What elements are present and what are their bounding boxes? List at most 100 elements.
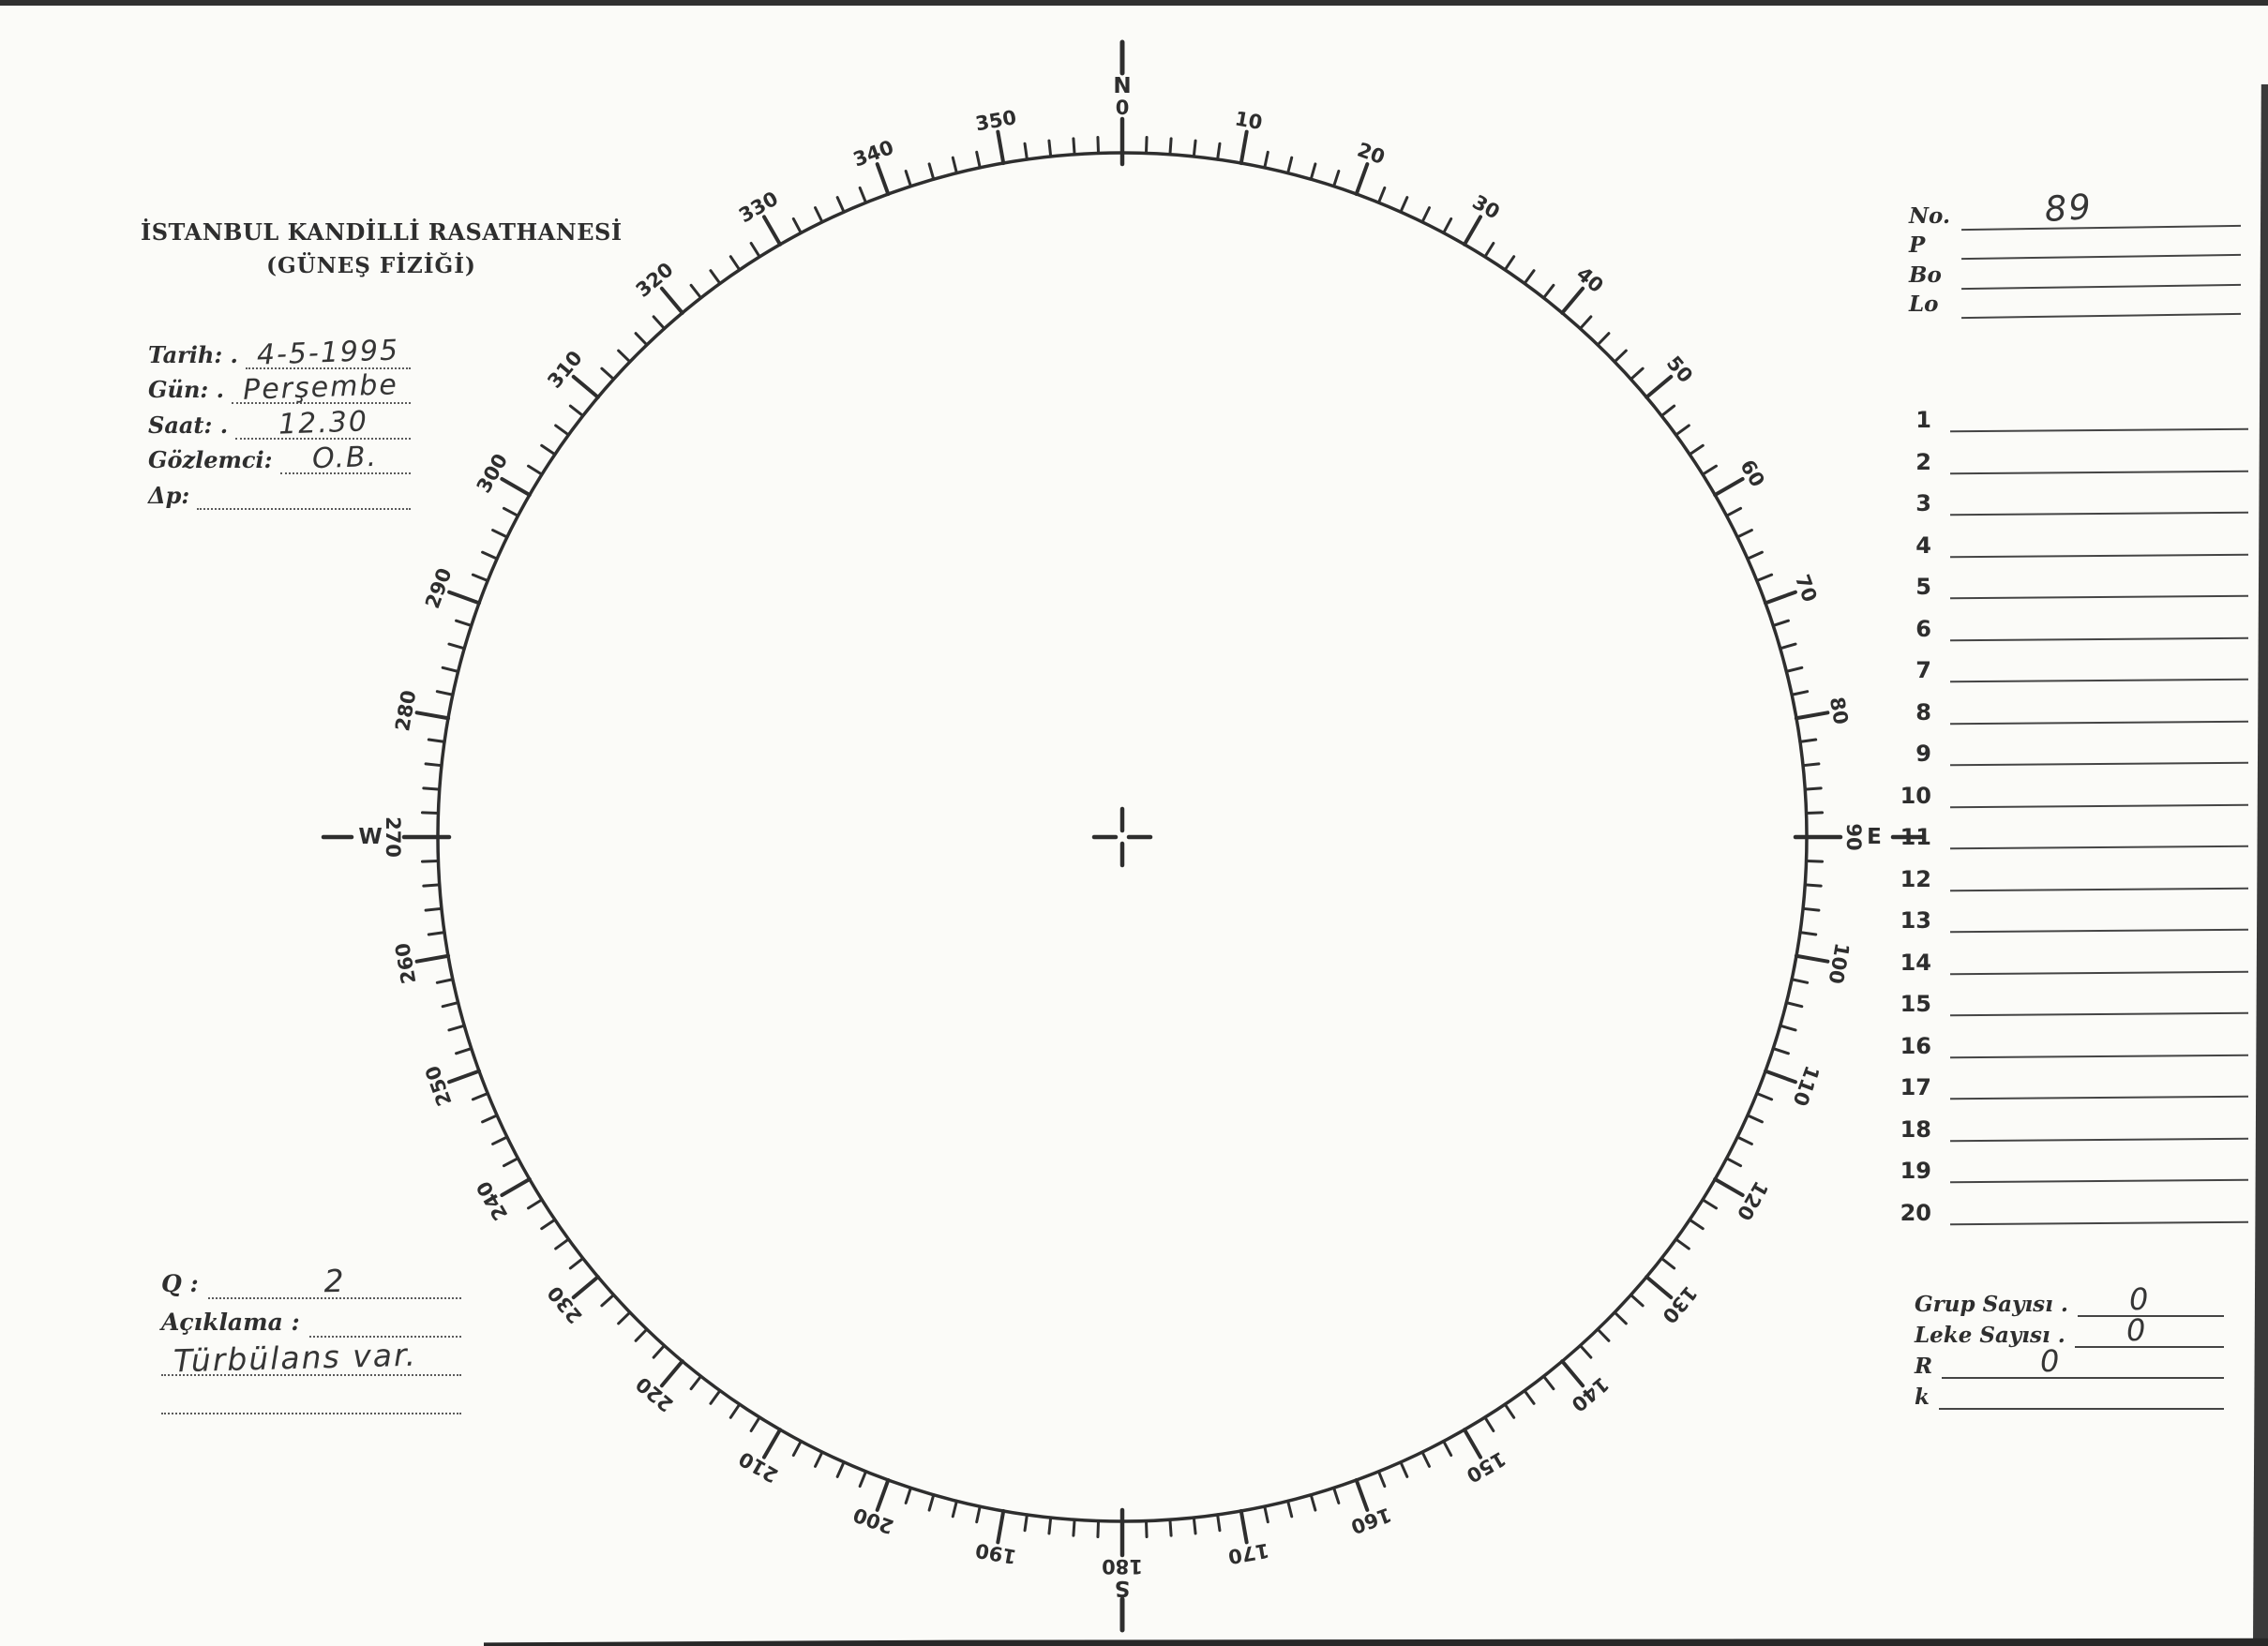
note-line: Türbülans var. (161, 1337, 461, 1379)
degree-label: 170 (1226, 1539, 1270, 1568)
field-label-gun: Gün: . (148, 376, 224, 404)
field-label-gozlemci: Gözlemci: (148, 446, 273, 474)
degree-label: 190 (974, 1539, 1018, 1568)
spot-row-1: 1 (1896, 394, 2249, 433)
spot-row-7: 7 (1896, 644, 2249, 683)
field-value-q: 2 (323, 1262, 346, 1300)
spot-row-number: 4 (1915, 531, 1931, 559)
field-line-gun: Perşembe (231, 368, 411, 407)
cardinal-letter-e: E (1867, 825, 1882, 849)
degree-label: 150 (1463, 1447, 1509, 1488)
center-cross-mark (1091, 806, 1153, 868)
field-row-delta-p: Δp: (148, 474, 411, 510)
field-label-no: No. (1909, 202, 1950, 229)
degree-label: 160 (1348, 1503, 1394, 1538)
degree-label: 200 (850, 1503, 896, 1538)
degree-label: 280 (391, 689, 420, 733)
spot-row-line (1949, 1134, 2249, 1142)
spot-row-15: 15 (1896, 978, 2249, 1017)
degree-label: N (1113, 74, 1131, 98)
field-line-leke-sayisi: 0 (2074, 1312, 2224, 1348)
spot-row-number: 12 (1900, 865, 1931, 892)
field-row-no: No. 89 (1909, 186, 2242, 231)
spot-row-4: 4 (1896, 519, 2249, 559)
spot-row-10: 10 (1896, 770, 2249, 809)
field-value-no: 89 (2043, 186, 2095, 230)
dial-ticks (401, 116, 1843, 1558)
degree-label: 250 (421, 1063, 457, 1109)
field-line-gozlemci: O.B. (279, 441, 411, 476)
spot-row-16: 16 (1896, 1020, 2249, 1058)
field-row-gozlemci: Gözlemci: O.B. (148, 440, 411, 476)
spot-row-line (1949, 842, 2249, 850)
field-row-leke-sayisi: Leke Sayısı . 0 (1915, 1312, 2224, 1348)
observatory-title: İSTANBUL KANDİLLİ RASATHANESİ (141, 218, 623, 246)
spot-row-19: 19 (1896, 1145, 2249, 1184)
degree-label: 350 (974, 106, 1018, 135)
spot-row-8: 8 (1896, 686, 2249, 726)
scan-edge-top (0, 0, 2268, 6)
field-line-delta-p (197, 504, 411, 510)
spot-row-number: 2 (1915, 448, 1931, 475)
field-line-aciklama (308, 1332, 461, 1338)
spot-row-13: 13 (1896, 894, 2249, 934)
degree-label: S (1115, 1576, 1131, 1600)
degree-label: 20 (1355, 139, 1389, 170)
spot-row-line (1949, 425, 2249, 433)
field-label-p: P (1909, 232, 1926, 258)
field-label-aciklama: Açıklama : (161, 1309, 300, 1336)
spot-row-number: 20 (1900, 1199, 1931, 1226)
field-value-leke-sayisi: 0 (2125, 1311, 2149, 1349)
spot-row-number: 5 (1915, 574, 1931, 600)
field-label-leke-sayisi: Leke Sayısı . (1915, 1323, 2065, 1348)
degree-label: 290 (421, 565, 457, 611)
degree-label: 10 (1233, 107, 1264, 134)
note-text: Türbülans var. (173, 1336, 418, 1380)
spot-row-line (1949, 550, 2249, 558)
degree-label: 180 (1102, 1555, 1143, 1578)
field-label-q: Q : (161, 1270, 199, 1297)
observation-fields: Tarih: . 4-5-1995 Gün: . Perşembe Saat: … (148, 334, 411, 510)
degree-label: 70 (1791, 572, 1822, 606)
spot-row-number: 10 (1900, 782, 1931, 809)
spot-row-line (1949, 717, 2249, 725)
spot-row-line (1949, 1218, 2249, 1225)
note-row: Türbülans var. (161, 1337, 461, 1379)
empty-note-line (161, 1409, 461, 1414)
spot-row-number: 6 (1915, 615, 1931, 642)
spot-row-line (1949, 1051, 2249, 1058)
empty-note-row (161, 1376, 461, 1414)
field-line-r: 0 (1942, 1343, 2224, 1379)
spot-row-line (1949, 1175, 2249, 1184)
degree-label: 300 (473, 450, 513, 497)
degree-label: 340 (850, 136, 896, 172)
spot-row-number: 14 (1900, 949, 1931, 976)
spot-row-line (1949, 801, 2249, 808)
spot-row-line (1949, 675, 2249, 683)
spot-row-number: 17 (1900, 1074, 1931, 1100)
spot-row-line (1949, 1009, 2249, 1017)
degree-label: 230 (543, 1281, 587, 1327)
field-row-lo: Lo (1909, 288, 2242, 320)
field-label-delta-p: Δp: (148, 481, 190, 509)
spot-row-number: 8 (1915, 698, 1931, 726)
spot-row-number: 19 (1900, 1158, 1931, 1184)
field-row-q: Q : 2 (161, 1261, 461, 1299)
degree-label: 90 (1842, 823, 1865, 850)
spot-row-5: 5 (1896, 561, 2249, 600)
summary-fields: Grup Sayısı . 0 Leke Sayısı . 0 R 0 k (1915, 1281, 2224, 1410)
degree-label: 320 (632, 258, 678, 302)
spot-row-number: 18 (1900, 1115, 1931, 1143)
degree-label: 310 (543, 347, 587, 393)
field-row-r: R 0 (1915, 1343, 2224, 1379)
form-header: İSTANBUL KANDİLLİ RASATHANESİ (GÜNEŞ FİZ… (141, 218, 623, 278)
field-row-bo: Bo (1909, 258, 2242, 290)
spot-row-11: 11 (1896, 811, 2249, 850)
id-fields: No. 89 P Bo Lo (1909, 186, 2242, 320)
field-row-k: k (1915, 1379, 2224, 1410)
field-row-saat: Saat: . 12.30 (148, 404, 411, 441)
spot-list: 1 2 3 4 5 6 7 8 9 10 11 12 13 14 15 16 17 18 19 20 (1896, 394, 2249, 1237)
